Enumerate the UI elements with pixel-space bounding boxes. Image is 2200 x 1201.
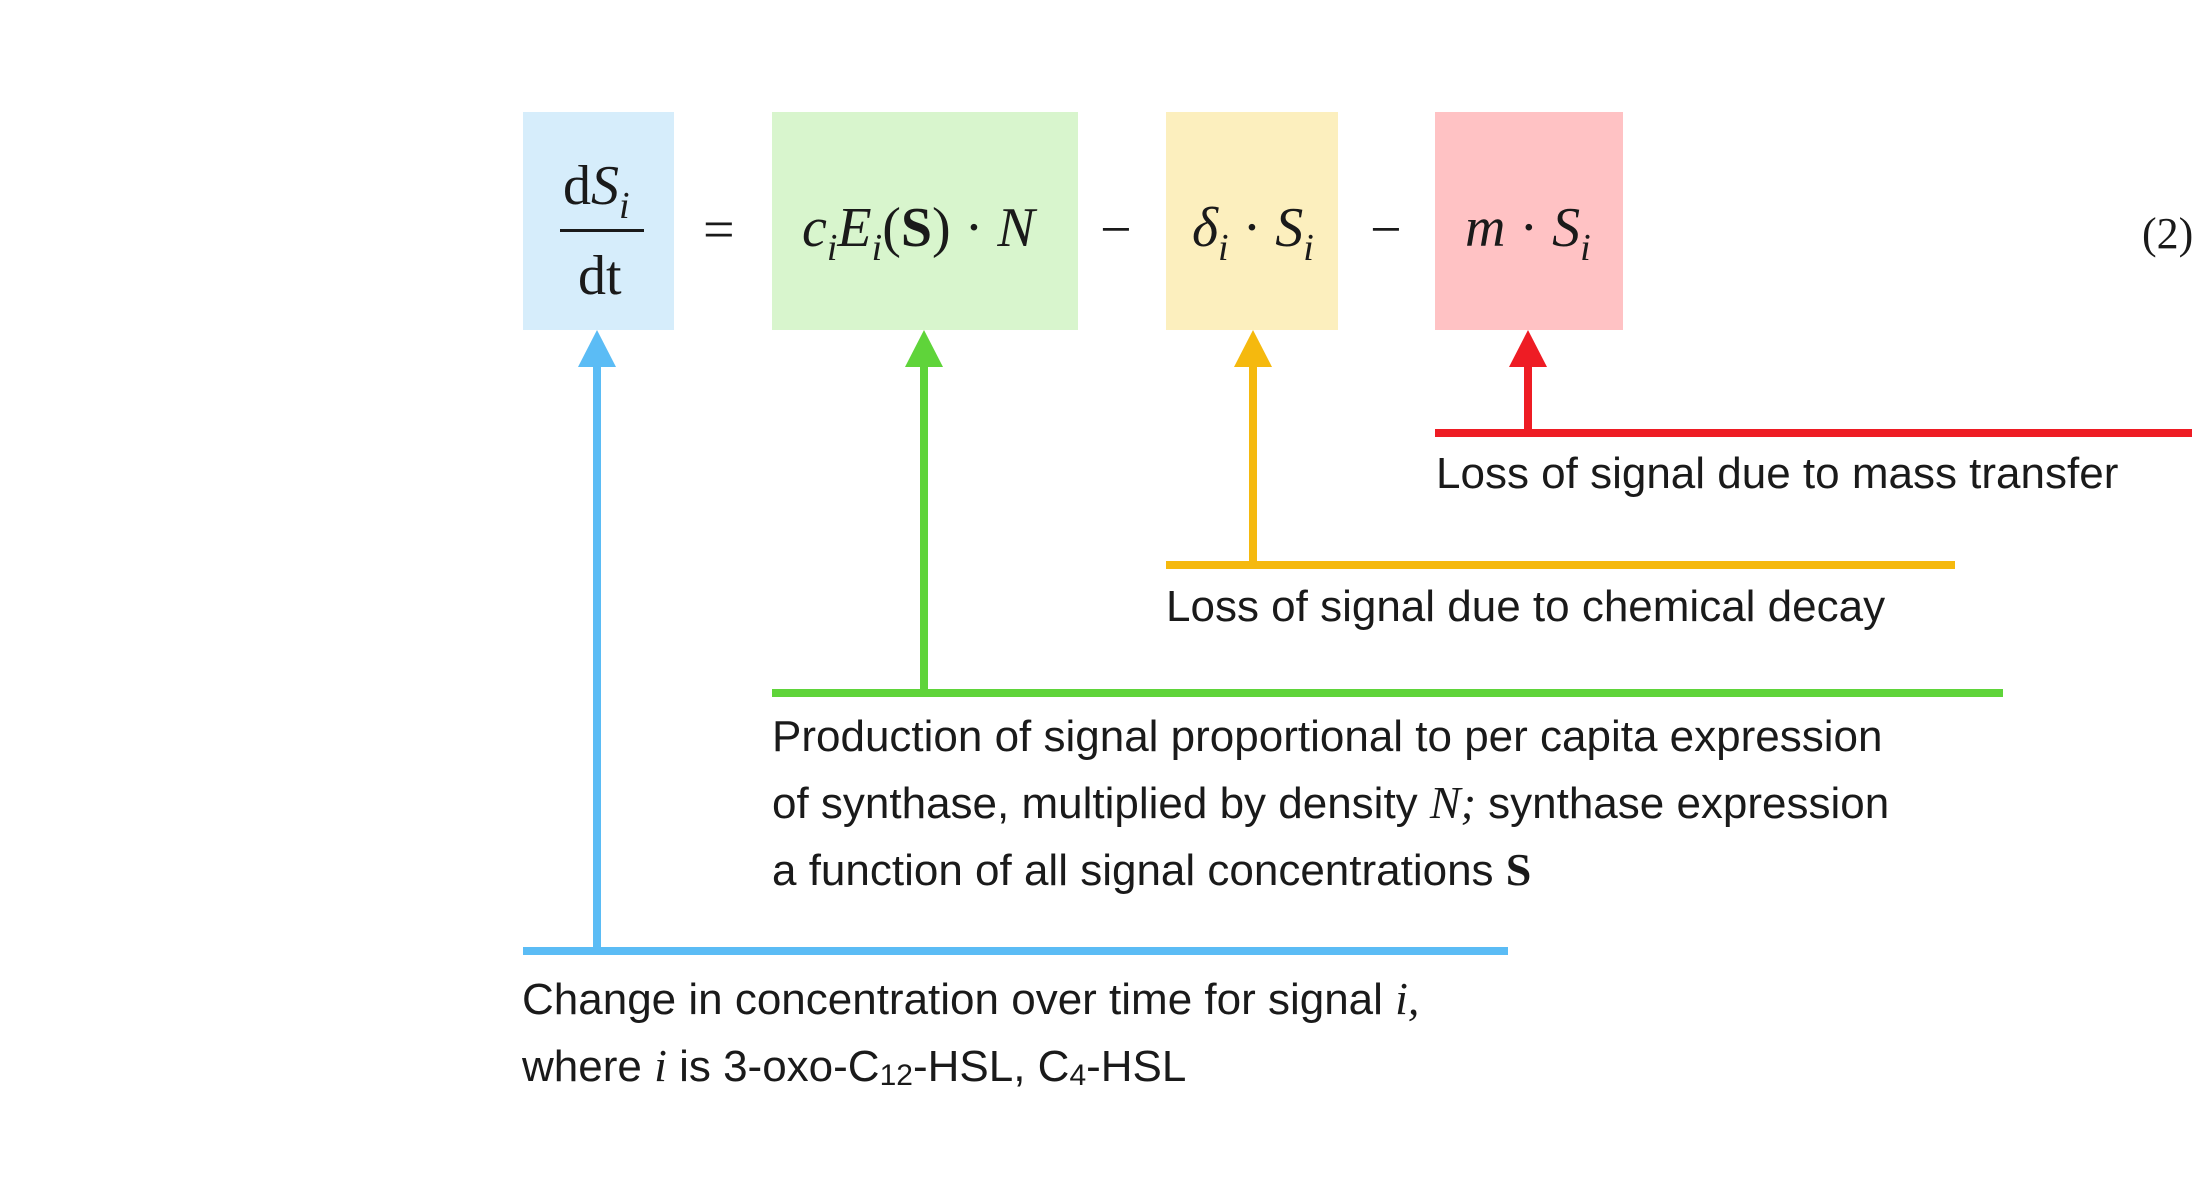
change-callout-stem: [593, 360, 601, 951]
decay-annotation: Loss of signal due to chemical decay: [1166, 582, 1886, 631]
change-arrowhead: [578, 330, 616, 367]
production-arrowhead: [905, 330, 943, 367]
production-annotation: Production of signal proportional to per…: [772, 704, 1889, 904]
lhs-numerator: dSi: [563, 155, 630, 227]
production-callout-line: [772, 689, 2003, 697]
change-callout-line: [523, 947, 1508, 955]
change-annotation: Change in concentration over time for si…: [522, 966, 1419, 1100]
decay-callout-line: [1166, 561, 1955, 569]
change-annotation-line-1: Change in concentration over time for si…: [522, 973, 1420, 1024]
production-term: ciEi(S) · N: [802, 197, 1035, 269]
mass-transfer-callout-line: [1435, 429, 2192, 437]
mass-transfer-term: m · Si: [1465, 197, 1591, 269]
decay-term: δi · Si: [1192, 197, 1314, 269]
decay-callout-stem: [1249, 360, 1257, 565]
change-annotation-line-2: where i is 3-oxo-C12-HSL, C4-HSL: [522, 1040, 1187, 1092]
mass-transfer-callout-stem: [1524, 360, 1532, 433]
lhs-box: [523, 112, 674, 330]
production-term-box: [772, 112, 1078, 330]
mass-transfer-annotation: Loss of signal due to mass transfer: [1436, 449, 2119, 498]
minus-sign-1: −: [1100, 199, 1132, 261]
decay-term-box: [1166, 112, 1338, 330]
production-annotation-line-3: a function of all signal concentrations …: [772, 844, 1532, 895]
decay-arrowhead: [1234, 330, 1272, 367]
production-annotation-line-1: Production of signal proportional to per…: [772, 712, 1883, 761]
minus-sign-2: −: [1370, 199, 1402, 261]
equals-sign: =: [703, 199, 735, 261]
production-annotation-line-2: of synthase, multiplied by density N; sy…: [772, 777, 1890, 828]
production-callout-stem: [920, 360, 928, 693]
mass-transfer-arrowhead: [1509, 330, 1547, 367]
mass-transfer-term-box: [1435, 112, 1623, 330]
fraction-bar: [560, 229, 644, 232]
equation-number: (2): [2142, 209, 2194, 258]
lhs-denominator: dt: [578, 245, 622, 307]
